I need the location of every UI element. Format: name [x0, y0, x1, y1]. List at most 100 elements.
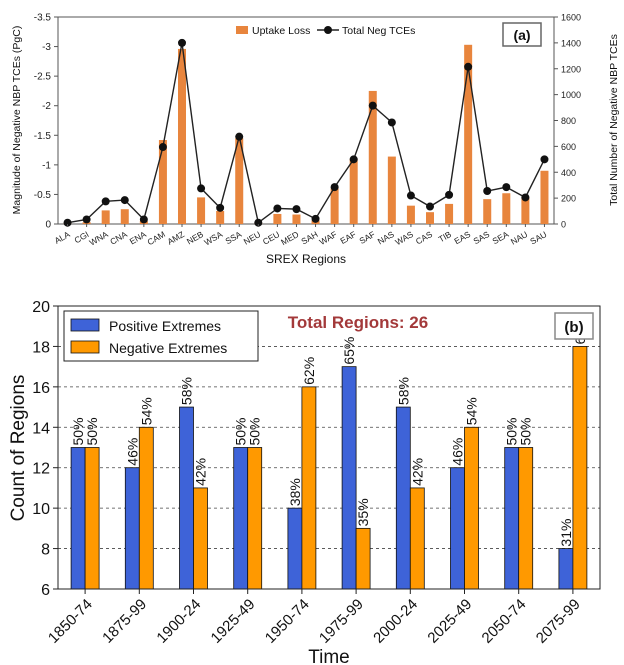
legend-positive-extremes-label: Positive Extremes [109, 318, 221, 334]
panel-a-x-axis-label: SREX Regions [266, 252, 346, 266]
right-tick-label: 1400 [561, 38, 581, 48]
data-label-positive-extremes-2025-49: 46% [450, 438, 466, 466]
panel-b-y-axis-label: Count of Regions [8, 375, 29, 522]
point-total-neg-tces-nas [387, 118, 396, 127]
x-tick-label-sah: SAH [299, 229, 319, 246]
point-total-neg-tces-cgi [82, 215, 91, 224]
data-label-negative-extremes-2025-49: 54% [464, 397, 480, 425]
bar-uptake-loss-waf [330, 188, 339, 224]
bar-negative-extremes-1900-24 [193, 487, 208, 590]
x-tick-label-1875-99: 1875-99 [99, 596, 150, 647]
right-tick-label: 1200 [561, 64, 581, 74]
bar-negative-extremes-2050-74 [518, 447, 534, 590]
bar-uptake-loss-ssa [235, 138, 244, 224]
point-total-neg-tces-sau [540, 155, 549, 164]
point-total-neg-tces-was [406, 191, 415, 200]
bar-negative-extremes-2025-49 [464, 426, 479, 590]
bar-uptake-loss-cna [120, 209, 129, 224]
bar-positive-extremes-2025-49 [450, 467, 465, 590]
data-label-negative-extremes-1850-74: 50% [84, 417, 100, 445]
panel-b-annotation: Total Regions: 26 [288, 313, 428, 332]
point-total-neg-tces-wna [101, 197, 110, 206]
bar-positive-extremes-1900-24 [179, 406, 194, 590]
panel-b-extremes-chart: 50%50%46%54%58%42%50%50%38%62%65%35%58%4… [8, 299, 601, 665]
x-tick-label-amz: AMZ [165, 229, 186, 247]
data-label-negative-extremes-1925-49: 50% [247, 417, 263, 445]
y-tick-label: 8 [41, 542, 50, 559]
point-total-neg-tces-sea [502, 183, 511, 192]
bar-uptake-loss-neb [197, 197, 206, 224]
data-label-negative-extremes-1950-74: 62% [301, 357, 317, 385]
x-tick-label-sau: SAU [528, 229, 548, 246]
bar-uptake-loss-eaf [349, 158, 358, 224]
panel-b-x-axis-ticks: 1850-74 1875-99 1900-24 1925-49 1950-74 1975-… [45, 589, 584, 647]
point-total-neg-tces-ceu [273, 204, 282, 213]
panel-a-bars [63, 44, 549, 225]
data-label-positive-extremes-2050-74: 50% [504, 417, 520, 445]
point-total-neg-tces-waf [330, 183, 339, 192]
bar-uptake-loss-amz [178, 48, 186, 225]
x-tick-label-nau: NAU [509, 229, 530, 247]
point-total-neg-tces-eaf [349, 155, 358, 164]
bar-negative-extremes-2075-99 [572, 346, 588, 590]
bar-uptake-loss-sas [483, 199, 492, 224]
x-tick-label-sea: SEA [491, 229, 511, 246]
data-label-negative-extremes-2000-24: 42% [409, 458, 425, 486]
bar-uptake-loss-med [292, 214, 301, 224]
left-tick-label: 0 [45, 220, 51, 231]
bar-positive-extremes-1925-49 [233, 447, 249, 590]
panel-b-label-box [554, 312, 594, 340]
x-tick-label-eaf: EAF [338, 229, 357, 246]
x-tick-label-med: MED [279, 229, 300, 247]
bar-uptake-loss-cas [426, 212, 434, 224]
data-label-positive-extremes-2075-99: 31% [558, 519, 574, 547]
y-tick-label: 20 [32, 299, 50, 316]
panel-b-legend: Positive Extremes Negative Extremes [63, 310, 259, 362]
point-total-neg-tces-neb [197, 184, 206, 193]
x-tick-label-1850-74: 1850-74 [45, 596, 96, 647]
x-tick-label-1975-99: 1975-99 [316, 596, 367, 647]
x-tick-label-cas: CAS [414, 229, 434, 247]
bar-negative-extremes-1850-74 [84, 447, 100, 590]
panel-a-line-series [63, 38, 549, 227]
point-total-neg-tces-cas [426, 202, 434, 211]
bar-positive-extremes-1975-99 [341, 366, 357, 590]
point-total-neg-tces-ena [139, 215, 148, 224]
legend-uptake-loss-swatch [236, 26, 248, 34]
x-tick-label-2025-49: 2025-49 [424, 596, 475, 647]
x-tick-label-waf: WAF [318, 229, 339, 247]
point-total-neg-tces-eas [464, 62, 473, 71]
data-label-positive-extremes-1975-99: 65% [341, 337, 357, 365]
x-tick-label-cgi: CGI [73, 229, 91, 245]
point-total-neg-tces-med [292, 205, 301, 214]
y-tick-label: 12 [32, 461, 50, 478]
left-tick-label: -1.5 [34, 131, 52, 142]
panel-a-label: (a) [513, 27, 530, 43]
right-tick-label: 600 [561, 142, 576, 152]
left-tick-label: -0.5 [34, 190, 52, 201]
bar-negative-extremes-1975-99 [355, 527, 371, 590]
left-tick-label: -2 [42, 101, 51, 112]
panel-a-uptake-loss-chart: 0 -0.5 -1 -1.5 -2 -2.5 -3 -3.5 0 200 400 600 800 100… [11, 13, 620, 267]
x-tick-label-neu: NEU [242, 229, 263, 247]
bar-uptake-loss-wna [101, 210, 110, 224]
bar-uptake-loss-sea [502, 193, 511, 224]
bar-positive-extremes-2075-99 [558, 548, 574, 590]
point-total-neg-tces-ala [63, 218, 72, 227]
point-total-neg-tces-wsa [216, 203, 225, 212]
point-total-neg-tces-cna [120, 196, 129, 205]
right-tick-label: 1600 [561, 13, 581, 23]
bar-uptake-loss-eas [464, 44, 473, 224]
x-tick-label-tib: TIB [437, 229, 454, 244]
y-tick-label: 6 [41, 582, 50, 599]
panel-a-left-axis-ticks: 0 -0.5 -1 -1.5 -2 -2.5 -3 -3.5 [34, 13, 58, 231]
panel-b-bars: 50%50%46%54%58%42%50%50%38%62%65%35%58%4… [70, 316, 588, 590]
point-total-neg-tces-saf [368, 101, 377, 110]
bar-negative-extremes-1875-99 [138, 426, 154, 590]
x-tick-label-2075-99: 2075-99 [533, 596, 584, 647]
legend-positive-extremes-swatch [70, 318, 100, 332]
x-tick-label-eas: EAS [452, 229, 472, 246]
legend-total-neg-tces-label: Total Neg TCEs [342, 25, 415, 37]
point-total-neg-tces-nau [521, 193, 530, 202]
